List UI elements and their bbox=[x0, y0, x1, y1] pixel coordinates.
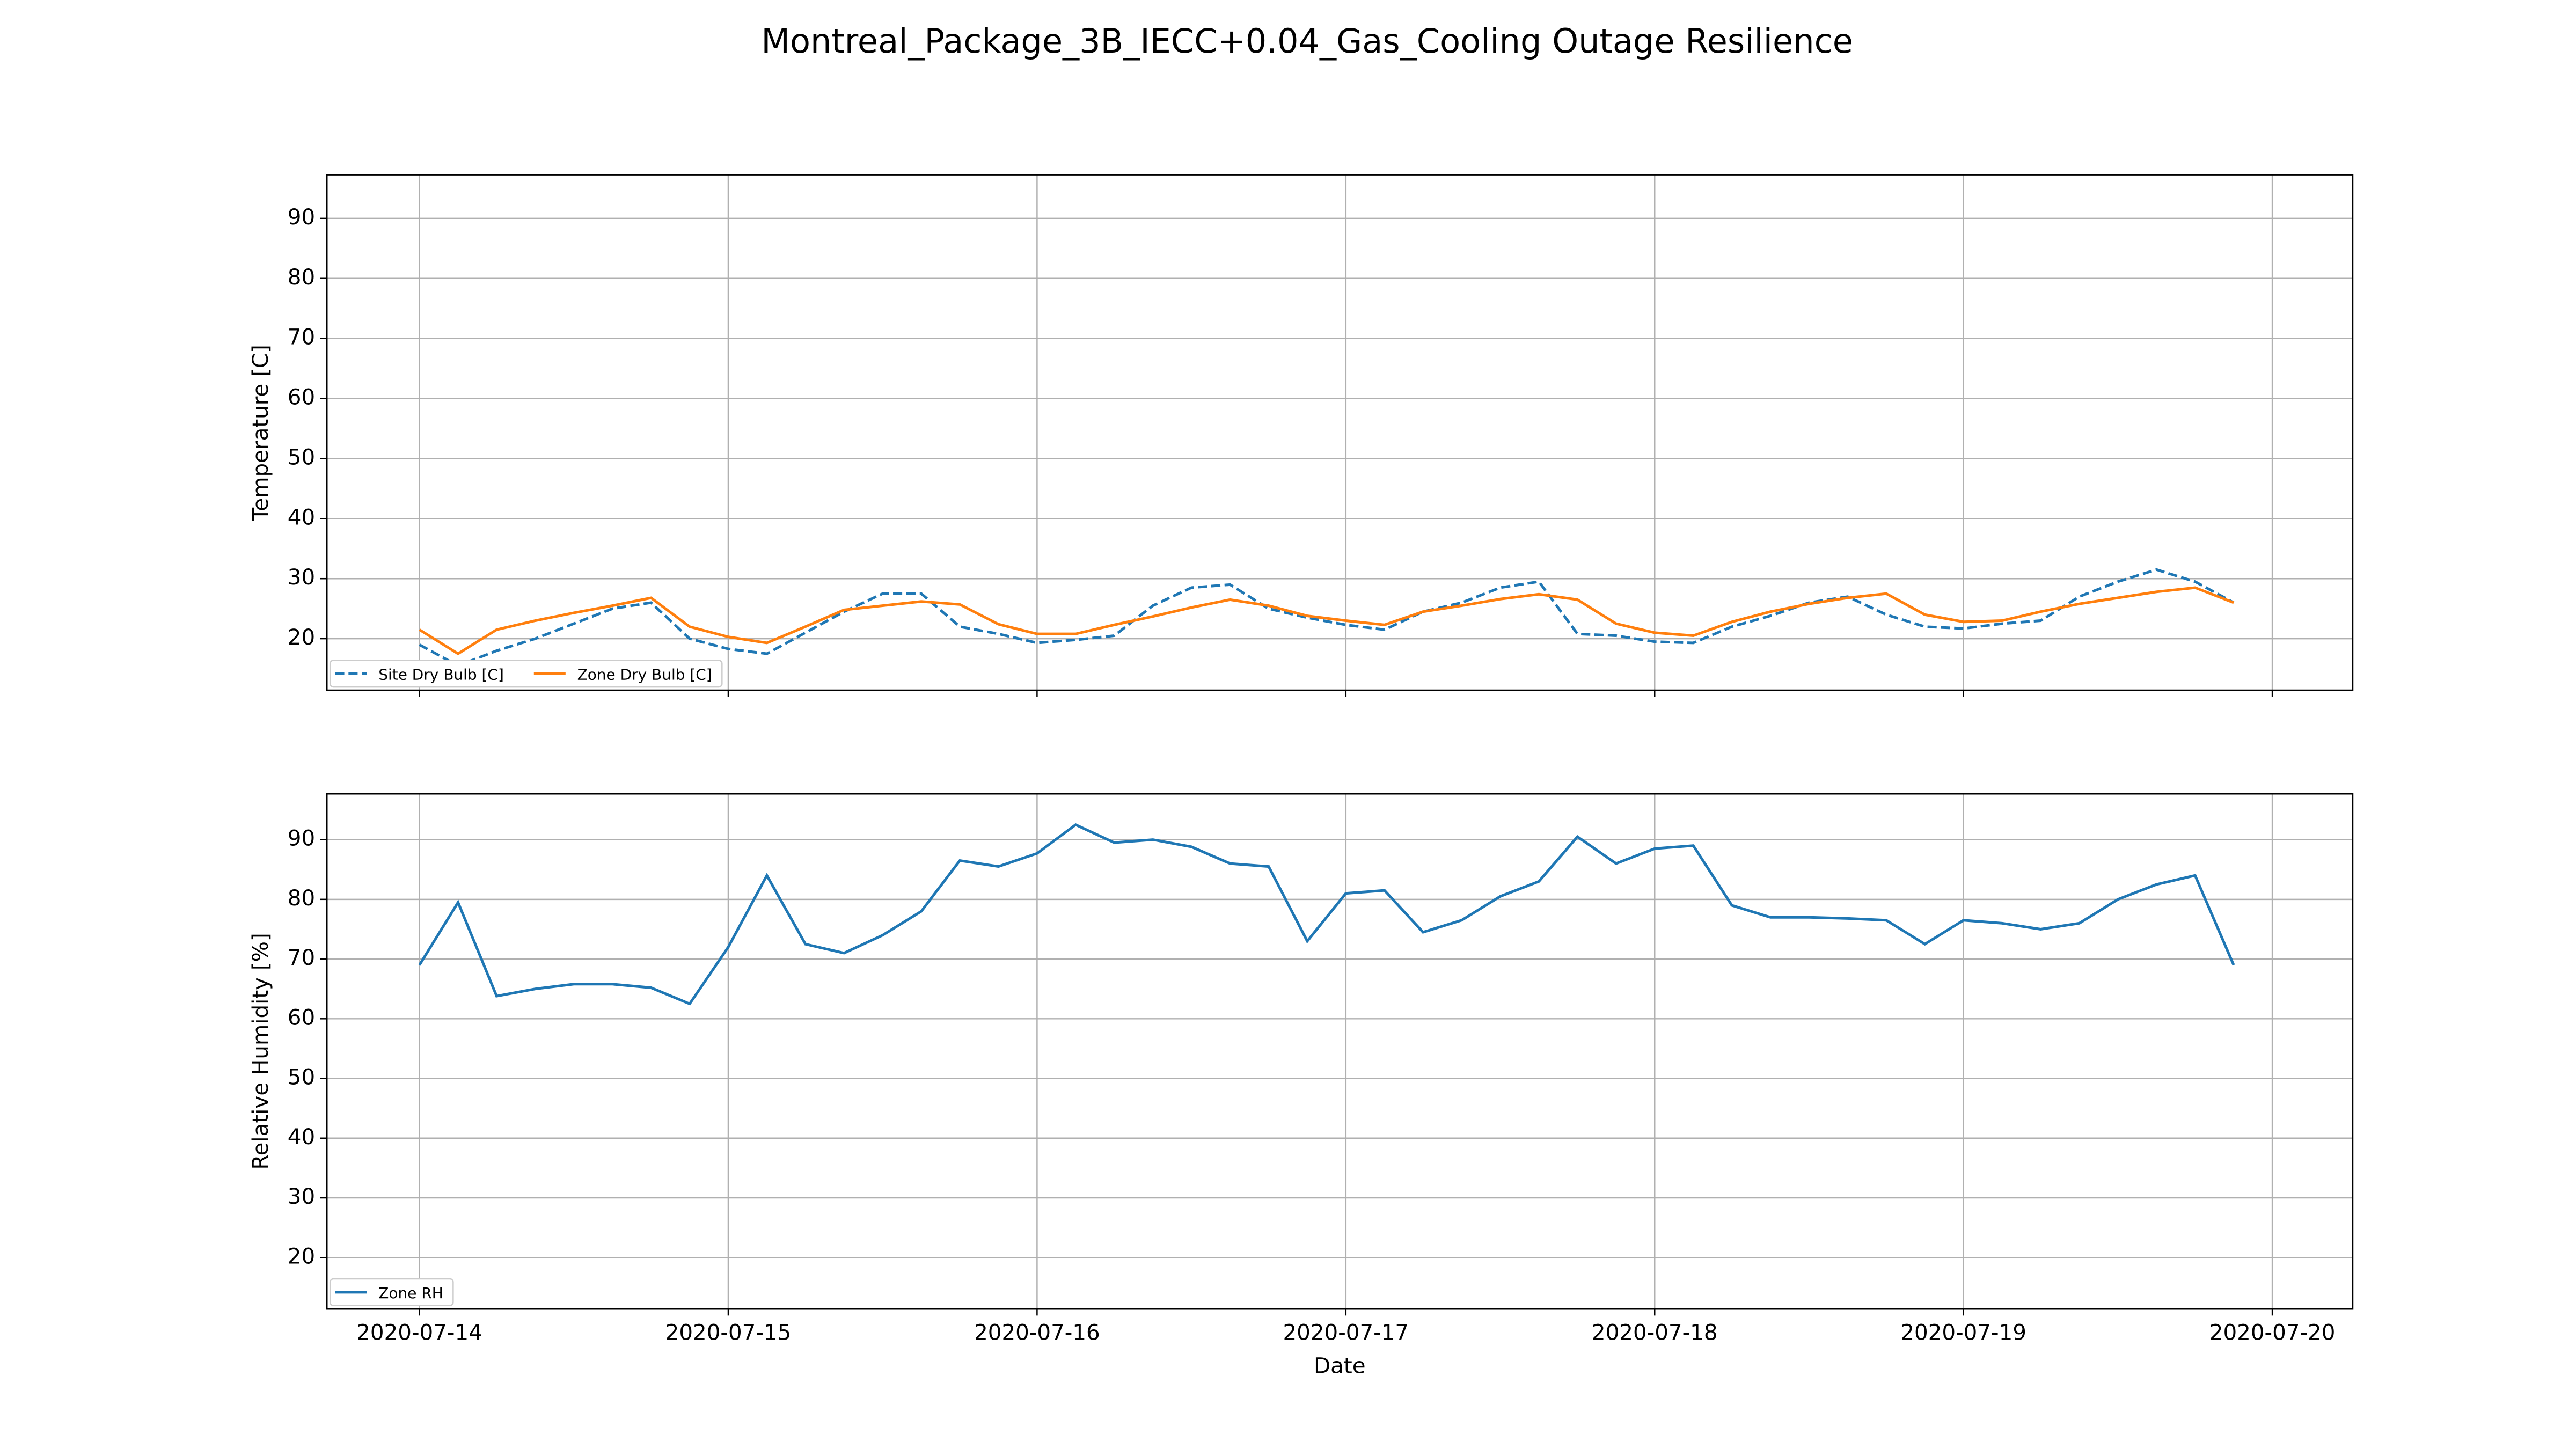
data-line bbox=[418, 823, 2235, 1006]
legend-box bbox=[329, 660, 723, 688]
y-tick-label: 80 bbox=[288, 265, 315, 290]
legend-label: Zone Dry Bulb [C] bbox=[577, 665, 712, 683]
data-line bbox=[419, 586, 2235, 655]
y-tick-label: 40 bbox=[288, 504, 315, 530]
y-tick-label: 70 bbox=[288, 945, 315, 970]
y-tick-label: 80 bbox=[288, 885, 315, 911]
x-tick-label: 2020-07-15 bbox=[665, 1320, 792, 1345]
y-tick-label: 20 bbox=[288, 1243, 315, 1269]
y-tick-label: 30 bbox=[288, 1184, 315, 1209]
y-axis-label: Relative Humidity [%] bbox=[248, 933, 273, 1169]
y-tick-label: 90 bbox=[288, 826, 315, 851]
legend: Zone RH bbox=[329, 1278, 454, 1306]
x-tick-label: 2020-07-17 bbox=[1283, 1320, 1409, 1345]
y-tick-label: 70 bbox=[288, 325, 315, 350]
x-tick-label: 2020-07-18 bbox=[1592, 1320, 1718, 1345]
figure-title: Montreal_Package_3B_IECC+0.04_Gas_Coolin… bbox=[761, 21, 1853, 61]
y-tick-label: 50 bbox=[288, 444, 315, 470]
x-tick-label: 2020-07-14 bbox=[356, 1320, 482, 1345]
y-tick-label: 40 bbox=[288, 1124, 315, 1150]
y-tick-label: 90 bbox=[288, 204, 315, 230]
x-axis-label: Date bbox=[1314, 1353, 1366, 1379]
y-tick-label: 60 bbox=[288, 1005, 315, 1030]
data-line bbox=[419, 568, 2235, 668]
x-tick-label: 2020-07-20 bbox=[2209, 1320, 2336, 1345]
axes-frame bbox=[326, 174, 2354, 691]
y-axis-label: Temperature [C] bbox=[248, 345, 273, 521]
y-tick-label: 50 bbox=[288, 1065, 315, 1090]
legend-label: Zone RH bbox=[378, 1284, 443, 1302]
plot-area bbox=[418, 823, 2235, 1006]
y-tick-label: 60 bbox=[288, 385, 315, 410]
axes-frame bbox=[326, 793, 2354, 1310]
x-tick-label: 2020-07-16 bbox=[974, 1320, 1100, 1345]
legend: Site Dry Bulb [C] Zone Dry Bulb [C] bbox=[329, 660, 723, 688]
plot-area bbox=[419, 568, 2235, 668]
legend-label: Site Dry Bulb [C] bbox=[378, 665, 504, 683]
y-tick-label: 30 bbox=[288, 565, 315, 590]
y-tick-label: 20 bbox=[288, 625, 315, 650]
x-tick-label: 2020-07-19 bbox=[1900, 1320, 2026, 1345]
legend-box bbox=[329, 1278, 454, 1306]
